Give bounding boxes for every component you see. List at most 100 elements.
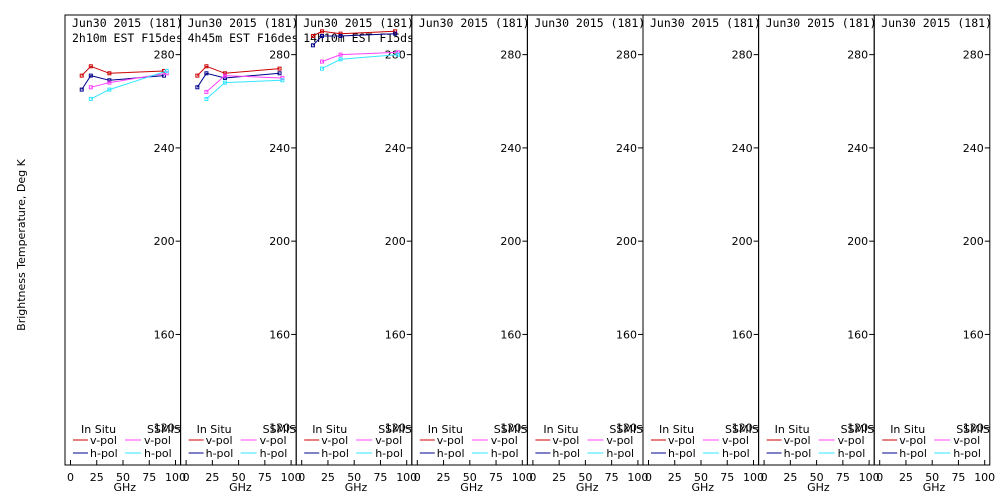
series-line bbox=[81, 65, 164, 76]
y-tick-label: 120 bbox=[269, 422, 290, 435]
data-point bbox=[393, 31, 398, 36]
data-point bbox=[88, 73, 93, 78]
data-point bbox=[393, 29, 398, 34]
data-point bbox=[320, 33, 325, 38]
legend-label: h-pol bbox=[260, 447, 288, 460]
panel-title: Jun30 2015 (181) bbox=[650, 16, 761, 30]
x-tick-label: 0 bbox=[183, 471, 190, 484]
x-tick-label: 25 bbox=[668, 471, 682, 484]
panel-title-group: Jun30 2015 (181) bbox=[766, 16, 877, 30]
panel-title: Jun30 2015 (181) bbox=[766, 16, 877, 30]
data-point bbox=[195, 85, 200, 90]
data-point bbox=[338, 57, 343, 62]
y-tick-label: 160 bbox=[385, 328, 406, 341]
data-point bbox=[164, 71, 169, 76]
legend-header-insitu: In Situ bbox=[197, 423, 232, 436]
x-tick-label: 100 bbox=[743, 471, 764, 484]
legend-label: v-pol bbox=[722, 434, 749, 447]
legend-header-ssmis: SSMIS bbox=[263, 423, 297, 436]
y-tick-label: 200 bbox=[732, 235, 753, 248]
x-tick-label: 0 bbox=[761, 471, 768, 484]
y-tick-label: 240 bbox=[154, 142, 175, 155]
y-tick-label: 120 bbox=[616, 422, 637, 435]
series-line bbox=[90, 72, 167, 88]
data-point bbox=[222, 73, 227, 78]
y-tick-label: 280 bbox=[154, 49, 175, 62]
y-tick-label: 120 bbox=[847, 422, 868, 435]
legend-label: v-pol bbox=[491, 434, 518, 447]
panel-8: Jun30 2015 (181) 120 160 200 240 280 0 25 50 75 10… bbox=[873, 14, 995, 494]
legend-label: h-pol bbox=[491, 447, 519, 460]
x-tick-label: 0 bbox=[298, 471, 305, 484]
panel-title-group: Jun30 2015 (181) bbox=[881, 16, 992, 30]
panel-subtitle: 2h10m EST F15des bbox=[72, 31, 183, 45]
x-tick-label: 50 bbox=[925, 471, 939, 484]
legend-header-ssmis: SSMIS bbox=[147, 423, 181, 436]
y-tick-label: 200 bbox=[385, 235, 406, 248]
x-tick-label: 25 bbox=[783, 471, 797, 484]
legend-header-insitu: In Situ bbox=[659, 423, 694, 436]
data-point bbox=[395, 52, 400, 57]
y-tick-label: 280 bbox=[616, 49, 637, 62]
series-line bbox=[312, 33, 396, 46]
series-line bbox=[206, 79, 283, 100]
panel-7: Jun30 2015 (181) 120 160 200 240 280 0 25 50 75 10… bbox=[758, 14, 880, 494]
x-tick-label: 75 bbox=[605, 471, 619, 484]
legend-label: v-pol bbox=[668, 434, 695, 447]
data-point bbox=[338, 33, 343, 38]
panel-5: Jun30 2015 (181) 120 160 200 240 280 0 25 50 75 10… bbox=[526, 14, 648, 494]
panel-2: Jun30 2015 (181)4h45m EST F16des 120 160 20… bbox=[180, 14, 302, 494]
legend-label: h-pol bbox=[668, 447, 696, 460]
legend-label: h-pol bbox=[722, 447, 750, 460]
legend-label: v-pol bbox=[784, 434, 811, 447]
legend-label: h-pol bbox=[606, 447, 634, 460]
x-axis-label: GHz bbox=[345, 481, 368, 494]
legend-label: h-pol bbox=[838, 447, 866, 460]
y-tick-label: 200 bbox=[616, 235, 637, 248]
x-tick-label: 100 bbox=[281, 471, 302, 484]
panel-title-group: Jun30 2015 (181) bbox=[650, 16, 761, 30]
y-tick-label: 160 bbox=[269, 328, 290, 341]
x-axis-label: GHz bbox=[807, 481, 830, 494]
data-point bbox=[310, 43, 315, 48]
panel-title: Jun30 2015 (181) bbox=[881, 16, 992, 30]
legend-label: h-pol bbox=[144, 447, 172, 460]
x-tick-label: 0 bbox=[67, 471, 74, 484]
y-tick-label: 160 bbox=[154, 328, 175, 341]
legend-label: h-pol bbox=[784, 447, 812, 460]
data-point bbox=[107, 87, 112, 92]
y-tick-label: 240 bbox=[616, 142, 637, 155]
data-point bbox=[338, 31, 343, 36]
x-tick-label: 25 bbox=[321, 471, 335, 484]
legend-label: h-pol bbox=[899, 447, 927, 460]
x-tick-label: 75 bbox=[489, 471, 503, 484]
data-point bbox=[320, 29, 325, 34]
y-tick-label: 240 bbox=[385, 142, 406, 155]
panel-title: Jun30 2015 (181) bbox=[188, 16, 299, 30]
panel-4: Jun30 2015 (181) 120 160 200 240 280 0 25 50 75 10… bbox=[411, 14, 533, 494]
x-tick-label: 50 bbox=[463, 471, 477, 484]
panels: Jun30 2015 (181)2h10m EST F15des12016020… bbox=[64, 14, 995, 494]
data-point bbox=[277, 71, 282, 76]
legend-header-insitu: In Situ bbox=[543, 423, 578, 436]
x-tick-label: 100 bbox=[974, 471, 995, 484]
x-tick-label: 75 bbox=[373, 471, 387, 484]
data-point bbox=[395, 50, 400, 55]
x-tick-label: 0 bbox=[414, 471, 421, 484]
y-tick-label: 200 bbox=[500, 235, 521, 248]
x-tick-label: 25 bbox=[90, 471, 104, 484]
x-axis-label: GHz bbox=[576, 481, 599, 494]
y-tick-label: 280 bbox=[963, 49, 984, 62]
x-tick-label: 25 bbox=[205, 471, 219, 484]
legend-label: v-pol bbox=[953, 434, 980, 447]
legend-header-insitu: In Situ bbox=[312, 423, 347, 436]
panel-3: Jun30 2015 (181)14h10m EST F15dsc1201602… bbox=[295, 14, 417, 494]
data-point bbox=[310, 33, 315, 38]
legend-header-insitu: In Situ bbox=[81, 423, 116, 436]
y-tick-label: 160 bbox=[963, 328, 984, 341]
panel-title-group: Jun30 2015 (181)2h10m EST F15des bbox=[72, 16, 183, 45]
